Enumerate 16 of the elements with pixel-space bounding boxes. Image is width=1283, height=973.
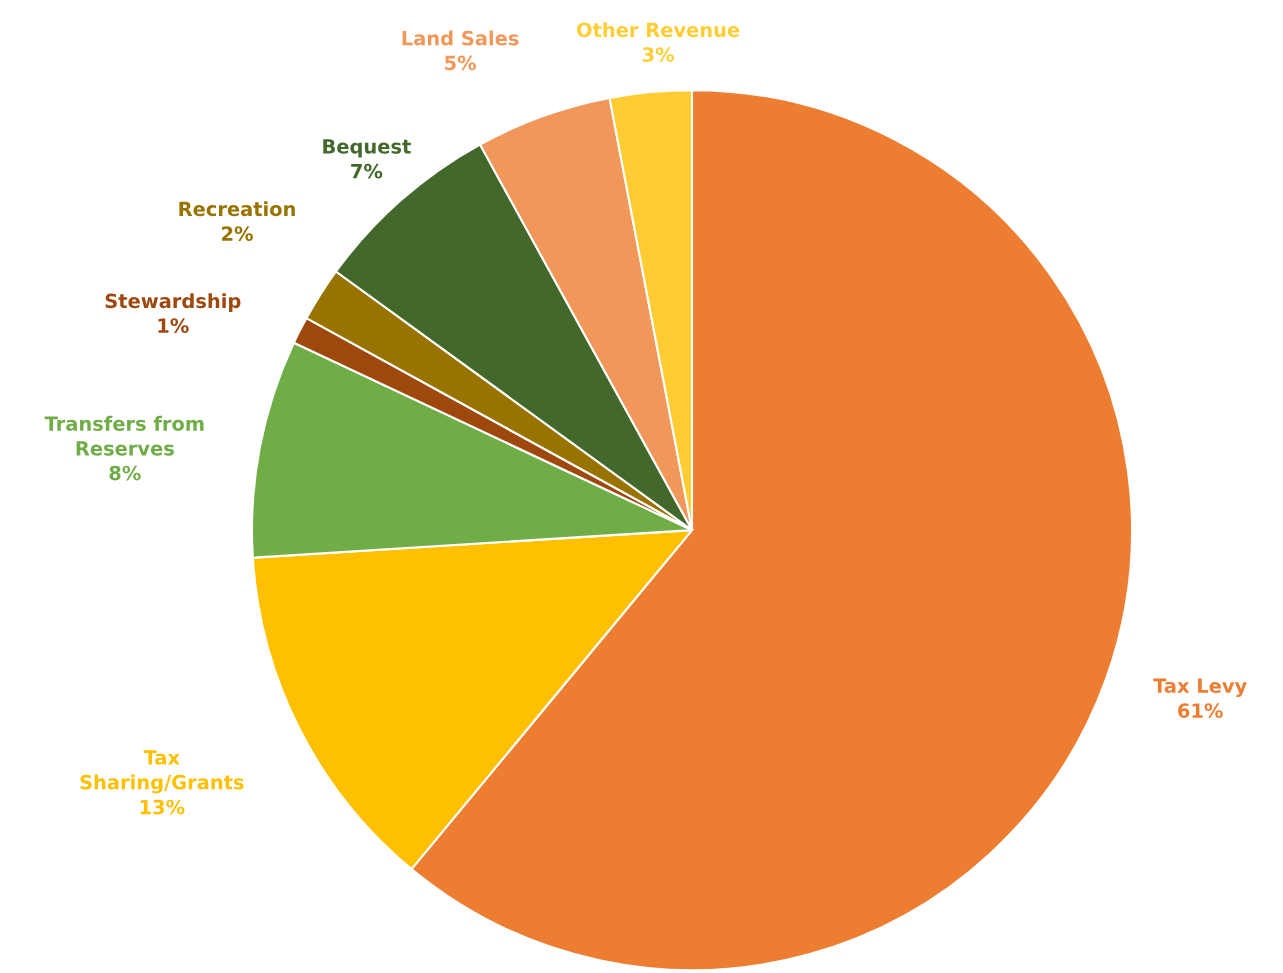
slice-label: Land Sales [402, 30, 519, 46]
data-label: 1% [158, 318, 189, 333]
slice-label: Other Revenue [577, 22, 740, 38]
slice-label: Tax Levy [1153, 678, 1247, 697]
data-label: 5% [445, 55, 476, 71]
slice-label: Stewardship [105, 293, 241, 312]
data-label: 61% [1178, 703, 1223, 718]
data-label: 2% [222, 226, 253, 241]
slice-label: Bequest [323, 139, 411, 158]
data-label: 7% [351, 163, 383, 179]
data-label: 8% [109, 465, 141, 481]
data-label: 3% [642, 47, 674, 62]
data-label: 13% [140, 799, 185, 815]
slice-label: Transfers from Reserves [44, 415, 204, 456]
slice-label: Tax Sharing/Grants [80, 750, 244, 794]
slice-label: Recreation [179, 201, 295, 217]
